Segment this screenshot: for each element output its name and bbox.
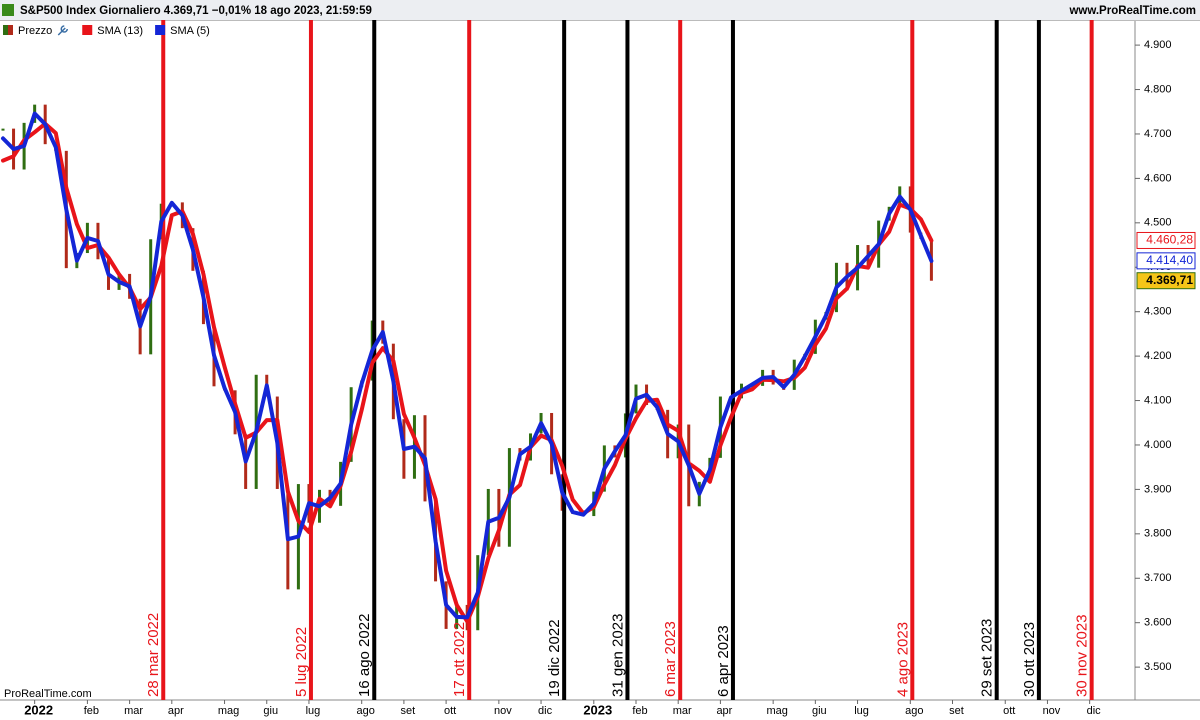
x-tick-label: ago	[357, 705, 375, 717]
event-label: 31 gen 2023	[609, 614, 626, 697]
x-tick-label: apr	[168, 705, 184, 717]
last-value-badge	[1136, 272, 1196, 290]
event-label: 19 dic 2022	[546, 619, 563, 697]
legend-item[interactable]: SMA (5)	[155, 25, 210, 37]
last-value-label: 4.460,28	[1146, 233, 1193, 247]
x-tick-label: ago	[905, 705, 923, 717]
sma-line	[1, 111, 934, 620]
x-tick-label: dic	[1087, 705, 1102, 717]
legend-swatch	[8, 25, 13, 35]
watermark: ProRealTime.com	[4, 688, 92, 700]
y-tick-label: 3.500	[1144, 661, 1172, 673]
last-value-badge	[1136, 231, 1196, 249]
x-tick-label: nov	[1043, 705, 1061, 717]
x-tick-label: lug	[306, 705, 321, 717]
event-label: 30 nov 2023	[1074, 614, 1091, 697]
legend-label: SMA (13)	[97, 25, 143, 37]
x-tick-label: set	[401, 705, 416, 717]
y-tick-label: 3.700	[1144, 572, 1172, 584]
y-tick-label: 4.600	[1144, 172, 1172, 184]
x-tick-label: giu	[812, 705, 827, 717]
last-value-label: 4.369,71	[1146, 273, 1193, 287]
legend-swatch	[3, 25, 8, 35]
y-tick-label: 4.000	[1144, 439, 1172, 451]
y-tick-label: 3.800	[1144, 528, 1172, 540]
y-tick-label: 4.100	[1144, 394, 1172, 406]
x-tick-label: 2023	[583, 702, 612, 717]
last-value-label: 4.414,40	[1146, 253, 1193, 267]
event-label: 16 ago 2022	[356, 614, 373, 697]
legend-label: Prezzo	[18, 25, 52, 37]
x-tick-label: lug	[854, 705, 869, 717]
event-label: 6 apr 2023	[715, 625, 732, 697]
last-value-badge	[1136, 252, 1196, 270]
x-tick-label: feb	[632, 705, 647, 717]
legend-swatch	[155, 25, 166, 35]
event-label: 29 set 2023	[979, 619, 996, 697]
event-label: 17 ott 2022	[451, 622, 468, 697]
y-tick-label: 4.200	[1144, 350, 1172, 362]
event-label: 28 mar 2022	[145, 613, 162, 697]
event-label: 4 ago 2023	[894, 622, 911, 697]
legend-swatch	[82, 25, 93, 35]
price-bar	[1, 128, 5, 131]
event-label: 5 lug 2022	[293, 627, 310, 697]
header-bar	[0, 0, 1200, 20]
x-tick-label: 2022	[24, 702, 53, 717]
legend-item[interactable]: Prezzo	[3, 25, 68, 37]
x-tick-label: mag	[766, 705, 787, 717]
y-tick-label: 3.600	[1144, 617, 1172, 629]
x-tick-label: giu	[263, 705, 278, 717]
legend-label: SMA (5)	[170, 25, 210, 37]
x-tick-label: mar	[673, 705, 692, 717]
x-tick-label: mag	[218, 705, 239, 717]
app-icon	[2, 4, 14, 16]
x-tick-label: mar	[124, 705, 143, 717]
x-tick-label: apr	[716, 705, 732, 717]
x-tick-label: nov	[494, 705, 512, 717]
y-tick-label: 4.700	[1144, 128, 1172, 140]
x-tick-label: set	[949, 705, 964, 717]
settings-icon	[57, 25, 68, 36]
y-tick-label: 4.300	[1144, 306, 1172, 318]
x-tick-label: feb	[84, 705, 99, 717]
x-tick-label: ott	[444, 705, 456, 717]
y-tick-label: 4.800	[1144, 83, 1172, 95]
x-tick-label: ott	[1003, 705, 1015, 717]
plot-area	[0, 20, 1135, 700]
header-title: S&P500 Index Giornaliero 4.369,71 −0,01%…	[20, 5, 372, 17]
source: www.ProRealTime.com	[1068, 5, 1196, 17]
y-tick-label: 4.500	[1144, 217, 1172, 229]
y-tick-label: 3.900	[1144, 483, 1172, 495]
legend-item[interactable]: SMA (13)	[82, 25, 143, 37]
event-label: 6 mar 2023	[662, 621, 679, 697]
y-tick-label: 4.900	[1144, 39, 1172, 51]
event-label: 30 ott 2023	[1021, 622, 1038, 697]
x-tick-label: dic	[538, 705, 553, 717]
